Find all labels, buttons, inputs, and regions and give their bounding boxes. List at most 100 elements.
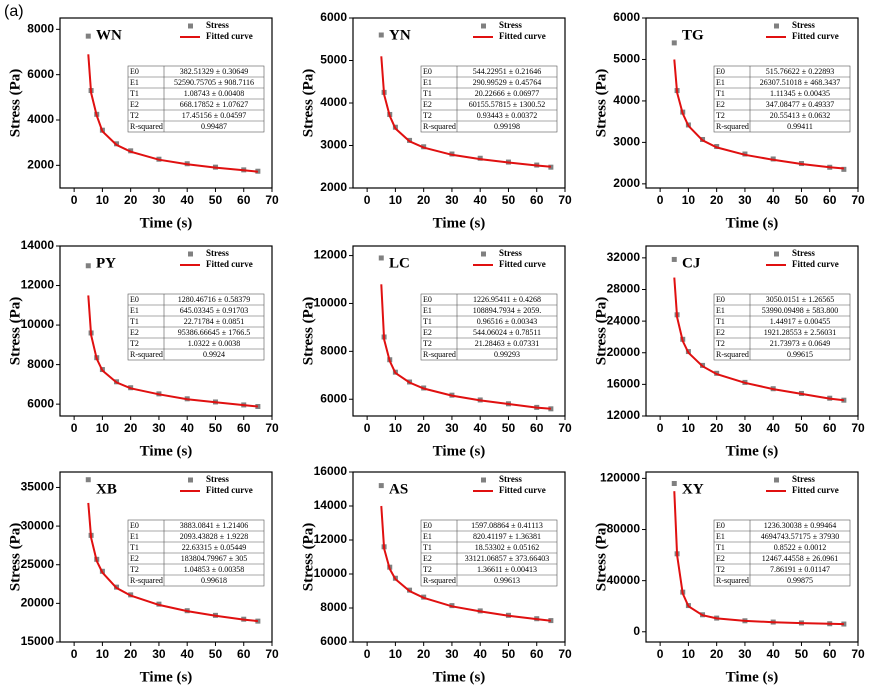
table-param: T1 (716, 543, 725, 552)
legend-marker (774, 477, 779, 483)
x-tick-label: 20 (417, 421, 431, 435)
y-tick-label: 15000 (21, 634, 55, 648)
x-tick-label: 0 (71, 193, 78, 207)
table-value: 668.17852 ± 1.07627 (180, 100, 248, 109)
x-tick-label: 50 (209, 193, 223, 207)
table-param: E2 (130, 328, 139, 337)
x-axis-label: Time (s) (433, 443, 486, 459)
x-tick-label: 20 (417, 647, 431, 661)
panel-label: (a) (4, 3, 24, 20)
table-value: 1.36611 ± 0.00413 (477, 565, 537, 574)
x-axis-label: Time (s) (433, 215, 486, 231)
table-value: 0.99613 (494, 576, 520, 585)
table-value: 0.99487 (201, 122, 227, 131)
plot-frame (59, 17, 273, 189)
table-param: R-squared (423, 122, 456, 131)
x-tick-label: 70 (851, 647, 865, 661)
y-tick-label: 10000 (314, 296, 348, 310)
table-value: 515.76622 ± 0.22893 (766, 67, 834, 76)
chart-title: WN (96, 27, 122, 43)
table-value: 1921.28553 ± 2.56031 (764, 328, 836, 337)
legend-label: Stress (792, 248, 815, 258)
y-tick-label: 14000 (21, 238, 55, 252)
table-param: E0 (130, 67, 139, 76)
x-tick-label: 50 (795, 193, 809, 207)
data-point (548, 164, 554, 170)
table-value: 21.28463 ± 0.07331 (475, 339, 539, 348)
y-tick-label: 35000 (21, 480, 55, 494)
table-value: 3883.0841 ± 1.21406 (180, 521, 248, 530)
x-tick-label: 50 (502, 647, 516, 661)
x-tick-label: 0 (657, 193, 664, 207)
y-tick-label: 3000 (320, 138, 347, 152)
x-tick-label: 10 (389, 193, 403, 207)
y-tick-label: 2000 (613, 176, 640, 190)
x-tick-label: 40 (474, 421, 488, 435)
x-tick-label: 50 (502, 193, 516, 207)
table-value: 60155.57815 ± 1300.52 (469, 100, 545, 109)
panel: 0 10 20 30 40 50 60 70 12000 16000 20000 24000 28000… (593, 245, 865, 459)
table-param: T2 (130, 565, 139, 574)
y-tick-label: 12000 (314, 532, 348, 546)
x-tick-label: 0 (364, 193, 371, 207)
table-param: T2 (716, 339, 725, 348)
y-tick-label: 20000 (607, 345, 641, 359)
data-point (841, 166, 847, 172)
y-tick-label: 8000 (320, 600, 347, 614)
table-param: E1 (716, 306, 725, 315)
table-param: T1 (130, 89, 139, 98)
x-tick-label: 0 (657, 647, 664, 661)
x-axis-label: Time (s) (140, 669, 193, 685)
legend-marker (188, 251, 193, 257)
y-tick-label: 4000 (320, 95, 347, 109)
y-tick-label: 16000 (607, 377, 641, 391)
y-tick-label: 32000 (607, 250, 641, 264)
table-param: T2 (423, 111, 432, 120)
table-param: E2 (716, 328, 725, 337)
y-axis-label: Stress (Pa) (593, 297, 609, 365)
x-tick-label: 20 (124, 193, 138, 207)
table-value: 1.0322 ± 0.0038 (188, 339, 240, 348)
table-param: E0 (716, 521, 725, 530)
x-tick-label: 50 (502, 421, 516, 435)
table-value: 3050.0151 ± 1.26565 (766, 295, 834, 304)
table-param: E0 (423, 295, 432, 304)
y-tick-label: 4000 (27, 112, 54, 126)
table-param: R-squared (130, 576, 163, 585)
y-tick-label: 16000 (314, 464, 348, 478)
data-point (671, 40, 677, 46)
x-tick-label: 30 (152, 647, 166, 661)
legend-label: Fitted curve (206, 259, 253, 269)
y-tick-label: 8000 (27, 357, 54, 371)
panel: 0 10 20 30 40 50 60 70 0 40000 80000 120000 Time (s)… (593, 471, 865, 686)
fitted-line (673, 59, 844, 170)
table-param: E0 (130, 295, 139, 304)
y-axis-label: Stress (Pa) (300, 69, 316, 137)
fitted-line (380, 505, 552, 622)
y-tick-label: 6000 (320, 391, 347, 405)
data-point (378, 255, 384, 261)
plot-frame (645, 245, 859, 417)
data-point (671, 256, 677, 262)
x-tick-label: 0 (71, 647, 78, 661)
x-tick-label: 60 (237, 421, 251, 435)
y-tick-label: 6000 (320, 634, 347, 648)
table-param: R-squared (423, 350, 456, 359)
x-tick-label: 70 (558, 647, 572, 661)
legend-label: Stress (206, 20, 229, 30)
table-param: T2 (716, 565, 725, 574)
y-axis-label: Stress (Pa) (300, 297, 316, 365)
table-param: T2 (130, 339, 139, 348)
table-param: T2 (130, 111, 139, 120)
x-tick-label: 60 (823, 193, 837, 207)
plot-frame (645, 471, 859, 643)
table-value: 347.08477 ± 0.49337 (766, 100, 834, 109)
x-tick-label: 60 (823, 647, 837, 661)
x-tick-label: 10 (389, 647, 403, 661)
table-value: 0.99198 (494, 122, 520, 131)
x-tick-label: 50 (795, 647, 809, 661)
y-tick-label: 80000 (607, 522, 641, 536)
x-tick-label: 40 (181, 647, 195, 661)
table-param: T1 (423, 543, 432, 552)
